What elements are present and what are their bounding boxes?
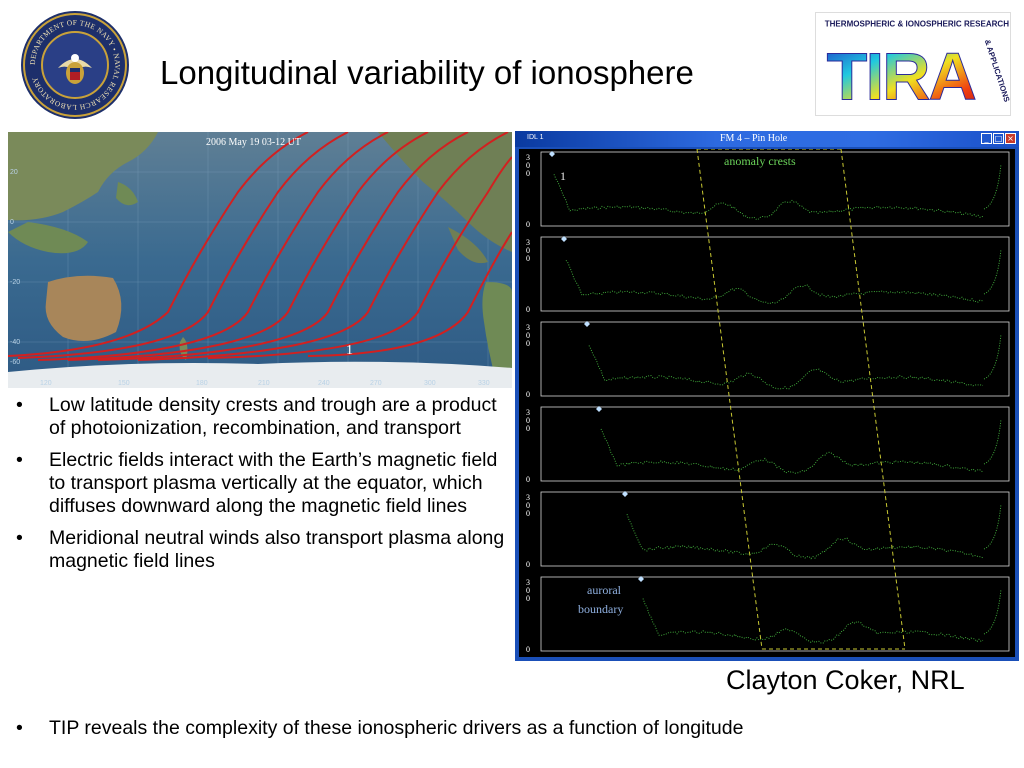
plot-panel (540, 576, 1010, 652)
panel-y-tick: 0 (526, 416, 530, 425)
plot-panel (540, 236, 1010, 312)
auroral-marker (561, 236, 567, 242)
bullet-item: • Electric fields interact with the Earth… (16, 449, 498, 517)
plot-panel (540, 151, 1010, 227)
map-lon-ticks: 120 150 180 210 240 270 300 330 (40, 380, 490, 387)
author-credit: Clayton Coker, NRL (726, 665, 965, 695)
svg-text:240: 240 (318, 380, 330, 387)
density-trace-edge (983, 503, 1002, 550)
anomaly-crests-label: anomaly crests (724, 154, 796, 168)
map-timestamp: 2006 May 19 03-12 UT (206, 137, 301, 148)
panel-y-tick: 0 (526, 169, 530, 178)
plot-panel (540, 406, 1010, 482)
svg-text:300: 300 (424, 380, 436, 387)
panel-y-tick: 0 (526, 509, 530, 518)
idl-title-bar[interactable]: IDL 1 FM 4 – Pin Hole _ □ × (515, 131, 1019, 147)
ionosphere-world-map: 2006 May 19 03-12 UT 1 120 150 180 210 2… (8, 132, 512, 388)
svg-text:-20: -20 (10, 279, 20, 286)
auroral-boundary-label: boundary (578, 602, 623, 616)
map-lat-ticks: 20 0 -20 -40 -60 (10, 169, 20, 366)
svg-text:270: 270 (370, 380, 382, 387)
density-trace (553, 174, 985, 221)
panel-y-tick: 0 (526, 501, 530, 510)
density-trace (588, 345, 984, 390)
auroral-label: auroral (587, 583, 622, 597)
tira-logo: THERMOSPHERIC & IONOSPHERIC RESEARCH TIR… (815, 12, 1011, 116)
density-trace (642, 598, 984, 644)
anomaly-crest-guide (696, 149, 906, 650)
plot-panel (540, 321, 1010, 397)
idl-window-label: IDL 1 (527, 134, 544, 141)
density-trace (565, 259, 985, 304)
auroral-marker (622, 491, 628, 497)
panel-y-tick: 0 (526, 220, 530, 229)
svg-text:-40: -40 (10, 339, 20, 346)
density-trace (626, 514, 984, 560)
panel-y-tick: 0 (526, 254, 530, 263)
density-trace-edge (983, 163, 1002, 210)
panel-y-tick: 3 (526, 153, 530, 162)
panel-y-tick: 0 (526, 305, 530, 314)
idl-window-title: FM 4 – Pin Hole (720, 133, 788, 144)
svg-text:& APPLICATIONS: & APPLICATIONS (983, 38, 1011, 103)
close-icon[interactable]: × (1005, 133, 1016, 144)
density-trace-edge (983, 248, 1002, 295)
svg-text:0: 0 (10, 219, 14, 226)
bullet-item: • Low latitude density crests and trough … (16, 394, 497, 439)
minimize-icon[interactable]: _ (981, 133, 992, 144)
svg-text:150: 150 (118, 380, 130, 387)
navy-seal-logo: DEPARTMENT OF THE NAVY • NAVAL RESEARCH … (21, 11, 129, 119)
svg-text:THERMOSPHERIC & IONOSPHERIC RE: THERMOSPHERIC & IONOSPHERIC RESEARCH (825, 20, 1009, 29)
density-trace-edge (983, 333, 1002, 380)
panel-y-tick: 0 (526, 586, 530, 595)
svg-text:20: 20 (10, 169, 18, 176)
panel-y-tick: 3 (526, 493, 530, 502)
density-trace-edge (983, 588, 1002, 635)
auroral-marker (584, 321, 590, 327)
panel-y-tick: 0 (526, 560, 530, 569)
panel-y-tick: 0 (526, 390, 530, 399)
slide-title: Longitudinal variability of ionosphere (160, 54, 694, 91)
auroral-marker (549, 151, 555, 157)
bullet-item: • Meridional neutral winds also transport… (16, 527, 505, 572)
maximize-icon[interactable]: □ (993, 133, 1004, 144)
panel-y-tick: 0 (526, 645, 530, 654)
panel-y-tick: 3 (526, 238, 530, 247)
bullet-list: • Low latitude density crests and trough … (8, 394, 508, 582)
auroral-marker (596, 406, 602, 412)
panel-y-tick: 3 (526, 408, 530, 417)
panel-y-tick: 0 (526, 331, 530, 340)
svg-text:-60: -60 (10, 359, 20, 366)
panel-index-label: 1 (560, 169, 566, 183)
panel-y-tick: 3 (526, 578, 530, 587)
auroral-marker (638, 576, 644, 582)
plot-panel (540, 491, 1010, 567)
panel-y-tick: 0 (526, 246, 530, 255)
map-marker: 1 (346, 343, 353, 358)
panel-y-tick: 3 (526, 323, 530, 332)
panel-y-tick: 0 (526, 475, 530, 484)
svg-text:330: 330 (478, 380, 490, 387)
svg-text:210: 210 (258, 380, 270, 387)
svg-text:120: 120 (40, 380, 52, 387)
panel-y-tick: 0 (526, 161, 530, 170)
density-trace-edge (983, 418, 1002, 465)
svg-text:180: 180 (196, 380, 208, 387)
panel-y-tick: 0 (526, 594, 530, 603)
panel-y-tick: 0 (526, 339, 530, 348)
bottom-bullet-item: • TIP reveals the complexity of these ion… (16, 717, 744, 739)
svg-text:TIRA: TIRA (827, 40, 976, 114)
panel-y-tick: 0 (526, 424, 530, 433)
density-trace (600, 428, 984, 474)
